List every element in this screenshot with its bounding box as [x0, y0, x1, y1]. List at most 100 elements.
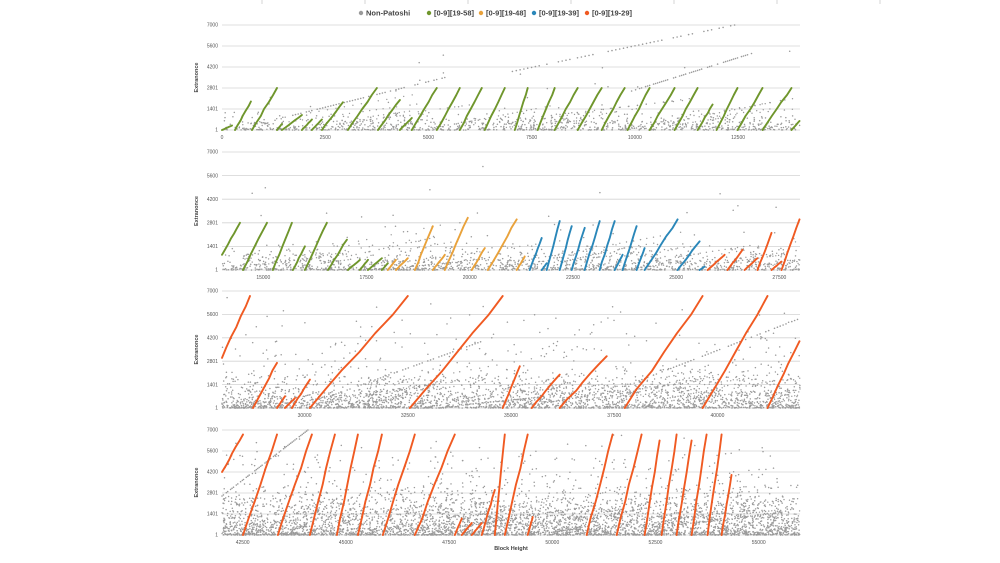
non-patoshi-point: [781, 406, 784, 408]
non-patoshi-point: [579, 258, 581, 260]
non-patoshi-point: [754, 366, 757, 369]
non-patoshi-point: [622, 47, 625, 49]
non-patoshi-point: [463, 266, 466, 269]
non-patoshi-point: [718, 112, 721, 114]
non-patoshi-point: [704, 365, 706, 368]
non-patoshi-point: [596, 256, 598, 259]
non-patoshi-point: [779, 407, 782, 409]
x-tick-label: 10000: [628, 135, 642, 141]
non-patoshi-point: [555, 387, 558, 389]
non-patoshi-point: [785, 126, 787, 128]
non-patoshi-point: [563, 387, 565, 389]
non-patoshi-point: [652, 265, 654, 267]
non-patoshi-point: [573, 113, 576, 116]
non-patoshi-point: [347, 251, 350, 253]
non-patoshi-point: [683, 269, 686, 271]
non-patoshi-point: [501, 119, 504, 121]
non-patoshi-point: [267, 268, 269, 270]
non-patoshi-point: [427, 128, 429, 130]
non-patoshi-point: [671, 395, 674, 397]
non-patoshi-point: [390, 394, 392, 397]
non-patoshi-point: [658, 122, 661, 125]
non-patoshi-point: [259, 259, 262, 262]
non-patoshi-point: [628, 344, 630, 346]
non-patoshi-point: [749, 398, 752, 400]
non-patoshi-point: [324, 129, 326, 131]
non-patoshi-point: [500, 125, 502, 128]
non-patoshi-point: [563, 126, 565, 129]
non-patoshi-point: [611, 126, 614, 129]
non-patoshi-point: [368, 390, 370, 392]
non-patoshi-point: [308, 127, 311, 129]
non-patoshi-point: [339, 380, 341, 382]
non-patoshi-point: [309, 105, 312, 108]
non-patoshi-point: [569, 120, 572, 123]
non-patoshi-point: [720, 398, 722, 401]
non-patoshi-point: [601, 66, 604, 69]
non-patoshi-point: [739, 406, 741, 409]
non-patoshi-point: [566, 114, 568, 117]
non-patoshi-point: [779, 99, 782, 102]
non-patoshi-point: [619, 253, 621, 255]
non-patoshi-point: [638, 403, 640, 405]
non-patoshi-point: [373, 268, 376, 271]
non-patoshi-point: [794, 241, 797, 243]
non-patoshi-point: [684, 73, 687, 75]
non-patoshi-point: [671, 249, 673, 251]
non-patoshi-point: [607, 126, 609, 128]
non-patoshi-point: [791, 401, 793, 404]
non-patoshi-point: [674, 124, 676, 126]
non-patoshi-point: [590, 254, 592, 257]
non-patoshi-point: [384, 259, 387, 261]
non-patoshi-point: [656, 397, 658, 399]
non-patoshi-point: [731, 361, 734, 364]
non-patoshi-point: [483, 267, 486, 269]
non-patoshi-point: [769, 267, 772, 270]
patoshi-run-0-919-58: [310, 118, 323, 131]
non-patoshi-point: [588, 128, 591, 131]
non-patoshi-point: [372, 115, 374, 117]
non-patoshi-point: [281, 122, 284, 124]
non-patoshi-point: [225, 371, 228, 374]
non-patoshi-point: [428, 111, 430, 114]
non-patoshi-point: [311, 363, 314, 365]
non-patoshi-point: [614, 111, 616, 113]
y-tick-label: 4200: [207, 197, 218, 203]
non-patoshi-point: [572, 258, 574, 261]
non-patoshi-point: [343, 259, 345, 261]
non-patoshi-point: [315, 268, 318, 270]
non-patoshi-point: [662, 264, 665, 266]
non-patoshi-point: [318, 110, 320, 113]
non-patoshi-point: [358, 243, 360, 245]
non-patoshi-point: [721, 396, 724, 399]
non-patoshi-point: [387, 101, 390, 104]
non-patoshi-point: [724, 122, 727, 125]
non-patoshi-point: [464, 125, 466, 127]
non-patoshi-point: [494, 377, 496, 379]
non-patoshi-point: [240, 129, 242, 131]
non-patoshi-point: [414, 84, 416, 86]
non-patoshi-point: [367, 116, 369, 118]
non-patoshi-point: [327, 265, 329, 267]
non-patoshi-point: [599, 405, 601, 408]
non-patoshi-point: [424, 238, 426, 241]
non-patoshi-point: [701, 379, 704, 382]
non-patoshi-point: [559, 240, 561, 242]
non-patoshi-point: [282, 120, 285, 123]
non-patoshi-point: [242, 402, 244, 405]
non-patoshi-point: [782, 126, 785, 129]
non-patoshi-point: [660, 120, 662, 123]
non-patoshi-point: [619, 242, 621, 244]
non-patoshi-point: [415, 384, 418, 386]
non-patoshi-point: [261, 124, 263, 127]
non-patoshi-point: [554, 124, 556, 127]
non-patoshi-point: [686, 399, 688, 402]
non-patoshi-point: [417, 111, 419, 113]
non-patoshi-point: [513, 124, 516, 126]
non-patoshi-point: [688, 265, 691, 267]
non-patoshi-point: [359, 335, 362, 338]
non-patoshi-point: [357, 406, 360, 409]
non-patoshi-point: [769, 126, 771, 129]
non-patoshi-point: [675, 260, 677, 262]
non-patoshi-point: [756, 110, 758, 112]
